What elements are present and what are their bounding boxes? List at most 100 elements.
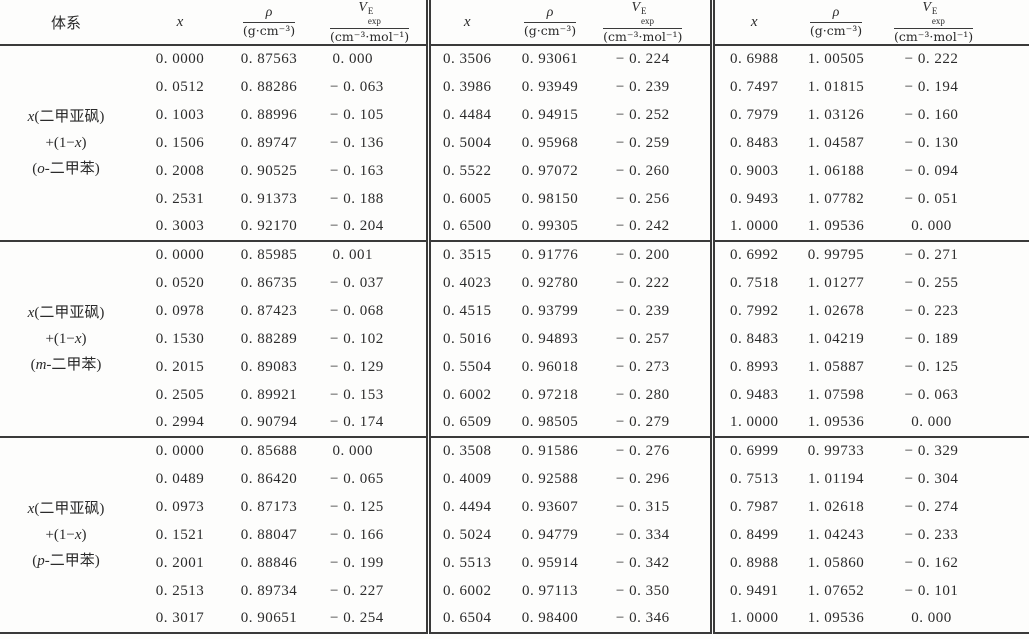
cell-x: 0. 7518: [709, 269, 794, 298]
cell-x: 0. 2001: [155, 554, 205, 571]
cell-rho: 1. 09536: [807, 610, 865, 627]
cell-x: 0. 2505: [155, 386, 205, 403]
cell-vexp: − 0. 194: [904, 78, 959, 95]
cell-x: 0. 6005: [425, 185, 504, 214]
cell-rho: 0. 97218: [521, 386, 579, 403]
cell-rho: 0. 93799: [521, 302, 579, 319]
cell-vexp: − 0. 280: [615, 386, 670, 403]
cell-vexp: − 0. 162: [904, 554, 959, 571]
cell-vexp: − 0. 130: [904, 134, 959, 151]
col-header-rho: ρ (g·cm⁻³): [504, 0, 596, 45]
cell-rho: 1. 07652: [807, 582, 865, 599]
cell-rho: 1. 07782: [807, 190, 865, 207]
cell-rho: 1. 01815: [807, 78, 865, 95]
cell-vexp: − 0. 125: [904, 358, 959, 375]
cell-rho: 0. 94915: [521, 106, 579, 123]
cell-x: 0. 5024: [425, 521, 504, 550]
table-row: 0. 2505 0. 89921 − 0. 153 0. 6002 0. 97218 − …: [0, 381, 1029, 410]
cell-rho: 1. 00505: [807, 51, 865, 68]
cell-vexp: − 0. 129: [330, 358, 384, 375]
cell-x: 1. 0000: [709, 605, 794, 634]
cell-x: 0. 0000: [155, 443, 205, 460]
cell-x: 0. 8483: [709, 129, 794, 158]
table-row: 0. 2015 0. 89083 − 0. 129 0. 5504 0. 96018 − …: [0, 353, 1029, 382]
cell-vexp: − 0. 334: [615, 526, 670, 543]
col-header-rho: ρ (g·cm⁻³): [794, 0, 894, 45]
cell-rho: 0. 92588: [521, 470, 579, 487]
cell-rho: 0. 87423: [240, 302, 298, 319]
cell-vexp: − 0. 063: [904, 386, 959, 403]
cell-x: 0. 3986: [425, 73, 504, 102]
cell-vexp: − 0. 224: [615, 51, 670, 68]
cell-vexp: − 0. 222: [904, 51, 959, 68]
cell-x: 0. 4023: [425, 269, 504, 298]
vexp-units: (cm⁻³·mol⁻¹): [603, 28, 683, 44]
cell-vexp: − 0. 242: [615, 218, 670, 235]
cell-vexp: − 0. 102: [330, 330, 384, 347]
cell-vexp: − 0. 342: [615, 554, 670, 571]
table-row: 0. 0512 0. 88286 − 0. 063 0. 3986 0. 93949 − …: [0, 73, 1029, 102]
cell-vexp: − 0. 204: [330, 218, 384, 235]
cell-rho: 0. 99795: [807, 247, 865, 264]
cell-vexp: − 0. 153: [330, 386, 384, 403]
cell-vexp: − 0. 222: [615, 274, 670, 291]
cell-rho: 0. 93061: [521, 51, 579, 68]
cell-vexp: − 0. 233: [904, 526, 959, 543]
col-header-rho: ρ (g·cm⁻³): [228, 0, 330, 45]
col-header-x: x: [425, 0, 504, 46]
cell-rho: 0. 90651: [240, 610, 298, 627]
cell-x: 0. 7979: [709, 101, 794, 130]
system-label: x(二甲亚砜) +(1−x) (m-二甲苯): [0, 241, 132, 437]
cell-rho: 0. 91373: [240, 190, 298, 207]
cell-x: 0. 7497: [709, 73, 794, 102]
cell-rho: 0. 89921: [240, 386, 298, 403]
cell-rho: 0. 97072: [521, 162, 579, 179]
cell-rho: 0. 91586: [521, 443, 579, 460]
rho-symbol: ρ: [523, 5, 577, 24]
cell-x: 0. 3506: [425, 45, 504, 74]
cell-vexp: − 0. 037: [330, 274, 384, 291]
cell-x: 0. 5522: [425, 157, 504, 186]
cell-vexp: − 0. 259: [615, 134, 670, 151]
cell-vexp: − 0. 163: [330, 162, 384, 179]
cell-vexp: − 0. 199: [330, 554, 384, 571]
cell-vexp: − 0. 051: [904, 190, 959, 207]
cell-rho: 0. 95914: [521, 554, 579, 571]
table-row: 0. 0520 0. 86735 − 0. 037 0. 4023 0. 92780 − …: [0, 269, 1029, 298]
table-row: x(二甲亚砜) +(1−x) (p-二甲苯) 0. 0000 0. 85688 0. 00…: [0, 437, 1029, 569]
cell-x: 0. 4009: [425, 465, 504, 494]
cell-vexp: − 0. 094: [904, 162, 959, 179]
cell-rho: 1. 03126: [807, 106, 865, 123]
rho-symbol: ρ: [809, 5, 863, 24]
cell-rho: 1. 09536: [807, 414, 865, 431]
cell-vexp: − 0. 276: [615, 443, 670, 460]
cell-vexp: 0. 000: [911, 414, 952, 431]
col-header-x: x: [709, 0, 794, 46]
system-label-line: +(1−x): [45, 331, 87, 348]
cell-vexp: − 0. 257: [615, 330, 670, 347]
cell-rho: 1. 01194: [808, 470, 864, 487]
cell-rho: 0. 89747: [240, 134, 298, 151]
cell-x: 0. 3017: [155, 610, 205, 627]
cell-vexp: − 0. 239: [615, 302, 670, 319]
cell-x: 0. 6002: [425, 381, 504, 410]
cell-x: 0. 1530: [155, 330, 205, 347]
cell-vexp: − 0. 273: [615, 358, 670, 375]
cell-x: 0. 1521: [155, 526, 205, 543]
cell-x: 0. 2513: [155, 582, 205, 599]
cell-rho: 0. 98400: [521, 610, 579, 627]
rho-fraction: ρ (g·cm⁻³): [523, 5, 577, 38]
cell-rho: 0. 92780: [521, 274, 579, 291]
cell-x: 0. 0973: [155, 498, 205, 515]
cell-rho: 0. 95968: [521, 134, 579, 151]
col-header-system: 体系: [50, 15, 81, 32]
cell-rho: 0. 99305: [521, 218, 579, 235]
cell-rho: 1. 04219: [807, 330, 865, 347]
cell-vexp: − 0. 227: [330, 582, 384, 599]
cell-vexp: − 0. 315: [615, 498, 670, 515]
